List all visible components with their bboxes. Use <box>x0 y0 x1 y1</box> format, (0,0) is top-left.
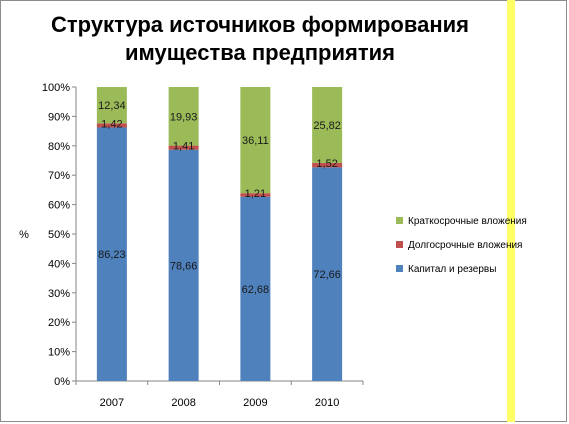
bar-segment <box>240 196 271 381</box>
data-label: 78,66 <box>170 260 198 272</box>
highlight-stripe <box>507 0 515 422</box>
data-label: 19,93 <box>170 111 198 123</box>
y-tick-label: 30% <box>48 288 70 300</box>
bar-segment <box>168 145 199 150</box>
chart-title-line-2: имущества предприятия <box>125 40 395 65</box>
data-label: 1,42 <box>101 118 122 130</box>
legend-swatch <box>396 241 403 248</box>
chart-title-line-1: Структура источников формирования <box>51 12 469 37</box>
x-tick-label: 2009 <box>243 397 267 409</box>
y-axis-label: % <box>19 229 29 241</box>
y-tick-label: 60% <box>48 200 70 212</box>
data-label: 36,11 <box>242 135 269 147</box>
bar-segment <box>312 87 343 163</box>
data-label: 1,21 <box>245 188 266 200</box>
x-tick-label: 2007 <box>100 397 124 409</box>
data-label: 62,68 <box>242 284 270 296</box>
bar-segment <box>96 127 127 382</box>
legend-swatch <box>396 265 403 272</box>
bar-segment <box>168 87 199 146</box>
legend-label: Краткосрочные вложения <box>408 216 527 227</box>
data-label: 1,52 <box>316 158 337 170</box>
legend-swatch <box>396 217 403 224</box>
data-label: 72,66 <box>313 269 341 281</box>
y-tick-label: 10% <box>48 347 70 359</box>
y-tick-label: 80% <box>48 141 70 153</box>
data-label: 86,23 <box>98 249 126 261</box>
y-tick-label: 0% <box>54 376 70 388</box>
bar-segment <box>96 87 127 124</box>
bar-segment <box>240 193 271 197</box>
bar-segment <box>168 149 199 381</box>
bar-segment <box>96 123 127 128</box>
data-label: 25,82 <box>313 120 341 132</box>
legend-label: Капитал и резервы <box>408 264 496 275</box>
y-tick-label: 20% <box>48 317 70 329</box>
legend-label: Долгосрочные вложения <box>408 240 522 251</box>
y-tick-label: 90% <box>48 111 70 123</box>
x-tick-label: 2008 <box>171 397 195 409</box>
data-label: 12,34 <box>98 100 126 112</box>
y-tick-label: 40% <box>48 258 70 270</box>
y-tick-label: 50% <box>48 229 70 241</box>
bar-segment <box>312 167 343 381</box>
y-tick-label: 70% <box>48 170 70 182</box>
bar-segment <box>240 87 271 194</box>
x-tick-label: 2010 <box>315 397 339 409</box>
y-tick-label: 100% <box>42 82 70 94</box>
data-label: 1,41 <box>173 141 194 153</box>
bar-segment <box>312 162 343 168</box>
